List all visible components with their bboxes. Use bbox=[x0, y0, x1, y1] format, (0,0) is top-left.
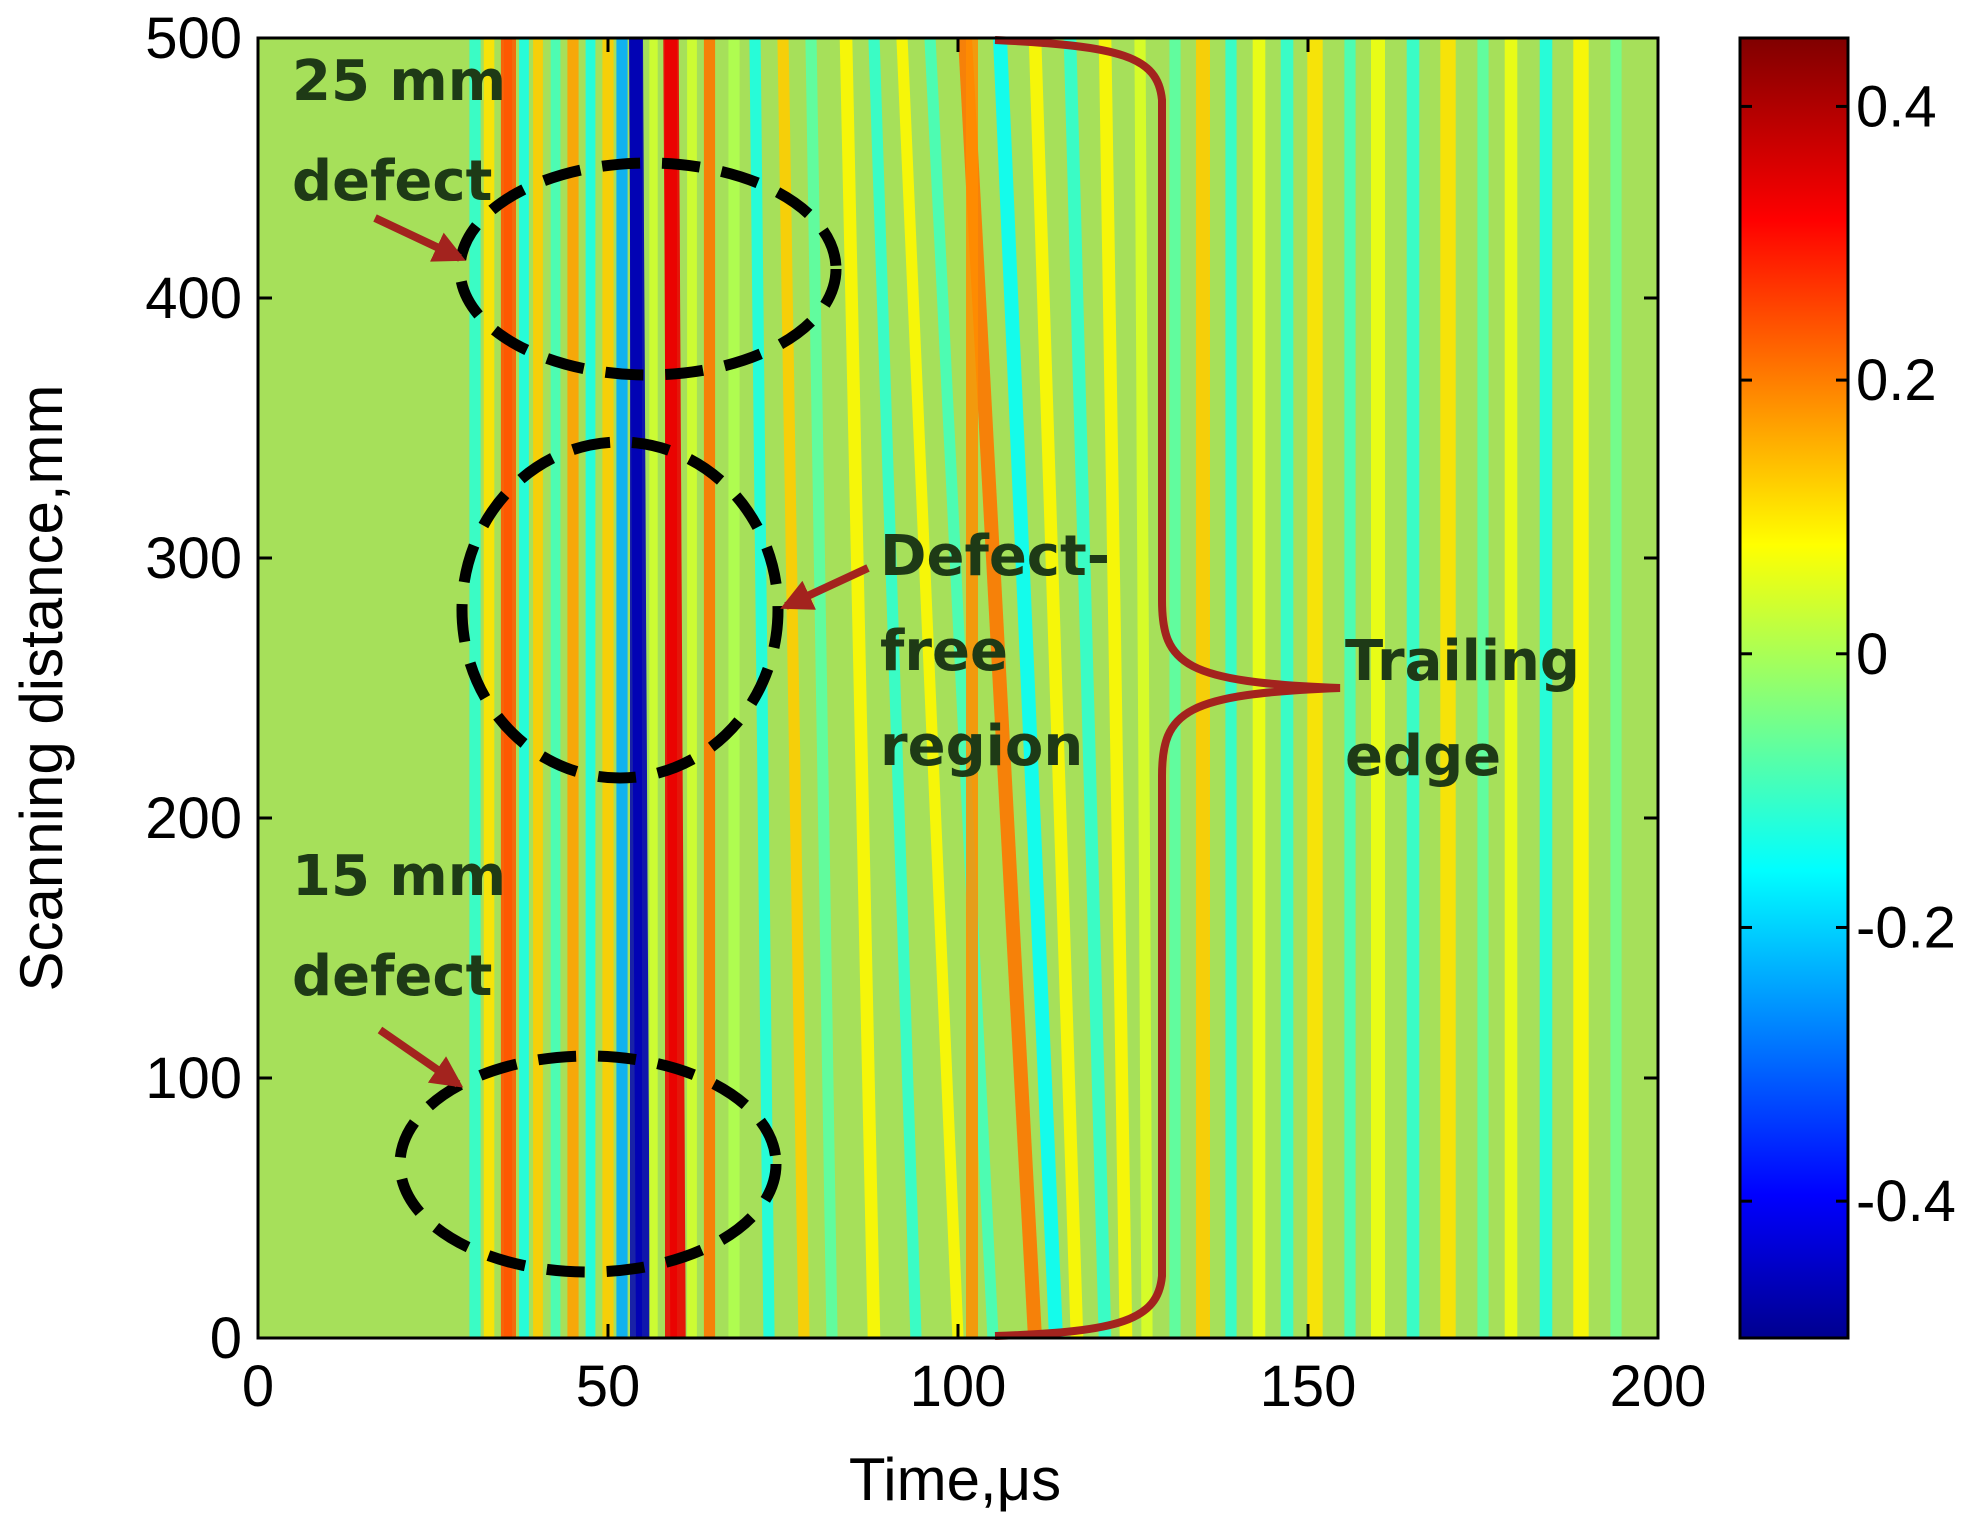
heatmap-band bbox=[519, 38, 529, 1338]
heatmap-band bbox=[1134, 38, 1153, 1338]
colorbar bbox=[1738, 36, 1850, 1340]
colorbar-tick-label: 0 bbox=[1856, 622, 1888, 687]
heatmap-band bbox=[1477, 38, 1489, 1338]
y-axis: 0 100 200 300 400 500 bbox=[145, 6, 1658, 1371]
x-axis-label: Time,μs bbox=[849, 1446, 1061, 1513]
heatmap-band bbox=[1406, 38, 1420, 1338]
y-axis-label: Scanning distance,mm bbox=[8, 385, 75, 992]
y-tick-label: 200 bbox=[145, 786, 242, 851]
y-tick-label: 100 bbox=[145, 1046, 242, 1111]
defect-25-ellipse bbox=[454, 157, 842, 381]
arrow-15mm-defect bbox=[377, 1026, 464, 1088]
heatmap-band bbox=[1610, 38, 1622, 1338]
x-tick-label: 50 bbox=[576, 1354, 641, 1419]
defect-15-line1: 15 mm bbox=[292, 844, 506, 909]
x-tick-label: 150 bbox=[1260, 1354, 1357, 1419]
colorbar-tick-label: 0.4 bbox=[1856, 74, 1937, 139]
x-tick-label: 100 bbox=[910, 1354, 1007, 1419]
heatmap-band bbox=[728, 38, 740, 1338]
y-tick-label: 300 bbox=[145, 526, 242, 591]
heatmap-band bbox=[868, 38, 922, 1338]
dominant-feature-band bbox=[630, 38, 642, 1338]
heatmap-bands bbox=[469, 38, 1622, 1338]
y-tick-label: 400 bbox=[145, 266, 242, 331]
heatmap-band bbox=[687, 38, 697, 1338]
x-tick-label: 0 bbox=[242, 1354, 274, 1419]
heatmap-band bbox=[1196, 38, 1210, 1338]
heatmap-band bbox=[805, 38, 838, 1338]
heatmap-band bbox=[924, 38, 999, 1338]
x-axis: 0 50 100 150 200 bbox=[242, 38, 1707, 1419]
heatmap-band bbox=[1169, 38, 1181, 1338]
trailing-edge-line2: edge bbox=[1345, 724, 1501, 789]
heatmap-band bbox=[777, 38, 810, 1338]
trailing-edge-label: Trailing edge bbox=[1345, 629, 1600, 789]
heatmap-band bbox=[483, 38, 495, 1338]
defect-15-ellipse bbox=[394, 1050, 782, 1278]
x-tick-label: 200 bbox=[1610, 1354, 1707, 1419]
heatmap-band bbox=[602, 38, 614, 1338]
colorbar-tick-label: -0.2 bbox=[1856, 895, 1956, 960]
defect-free-label: Defect- free region bbox=[880, 524, 1130, 779]
dominant-feature-band bbox=[966, 38, 978, 1338]
arrow-defect-free bbox=[780, 564, 870, 610]
heatmap-band bbox=[1252, 38, 1266, 1338]
colorbar-ticks: 0.4 0.2 0 -0.2 -0.4 bbox=[1740, 74, 1956, 1234]
heatmap-band bbox=[839, 38, 881, 1338]
dominant-feature-band bbox=[665, 38, 677, 1338]
heatmap-band bbox=[1098, 38, 1133, 1338]
heatmap-band bbox=[896, 38, 964, 1338]
heatmap-band bbox=[993, 38, 1063, 1338]
arrow-25mm-defect bbox=[373, 214, 466, 262]
defect-free-line2: free bbox=[880, 619, 1008, 684]
heatmap-band bbox=[533, 38, 543, 1338]
heatmap-band bbox=[703, 38, 716, 1338]
heatmap-band bbox=[958, 38, 1042, 1338]
heatmap-band bbox=[1371, 38, 1385, 1338]
heatmap-band bbox=[1344, 38, 1356, 1338]
heatmap-band bbox=[567, 38, 579, 1338]
heatmap-band bbox=[1440, 38, 1456, 1338]
dominant-feature-band bbox=[504, 38, 516, 1338]
heatmap-band bbox=[1504, 38, 1518, 1338]
defect-25-line1: 25 mm bbox=[292, 49, 506, 114]
defect-free-line3: region bbox=[880, 714, 1083, 779]
heatmap-band bbox=[1063, 38, 1112, 1338]
defect-15-line2: defect bbox=[292, 944, 492, 1009]
defect-free-line1: Defect- bbox=[880, 524, 1110, 589]
defect-15-label: 15 mm defect bbox=[292, 844, 526, 1009]
heatmap-band bbox=[1028, 38, 1084, 1338]
trailing-edge-brace bbox=[994, 36, 1341, 1340]
heatmap-band bbox=[1225, 38, 1237, 1338]
heatmap-band bbox=[1539, 38, 1553, 1338]
y-tick-label: 0 bbox=[210, 1306, 242, 1371]
heatmap-band bbox=[616, 38, 628, 1338]
y-tick-label: 500 bbox=[145, 6, 242, 71]
defect-25-label: 25 mm defect bbox=[292, 49, 526, 214]
trailing-edge-line1: Trailing bbox=[1345, 629, 1580, 694]
heatmap-band bbox=[1573, 38, 1589, 1338]
defect-25-line2: defect bbox=[292, 149, 492, 214]
heatmap-band bbox=[550, 38, 561, 1338]
colorbar-tick-label: -0.4 bbox=[1856, 1169, 1956, 1234]
heatmap-band bbox=[585, 38, 596, 1338]
defect-free-ellipse bbox=[456, 436, 784, 784]
colorbar-tick-label: 0.2 bbox=[1856, 348, 1937, 413]
heatmap-band bbox=[649, 38, 658, 1338]
